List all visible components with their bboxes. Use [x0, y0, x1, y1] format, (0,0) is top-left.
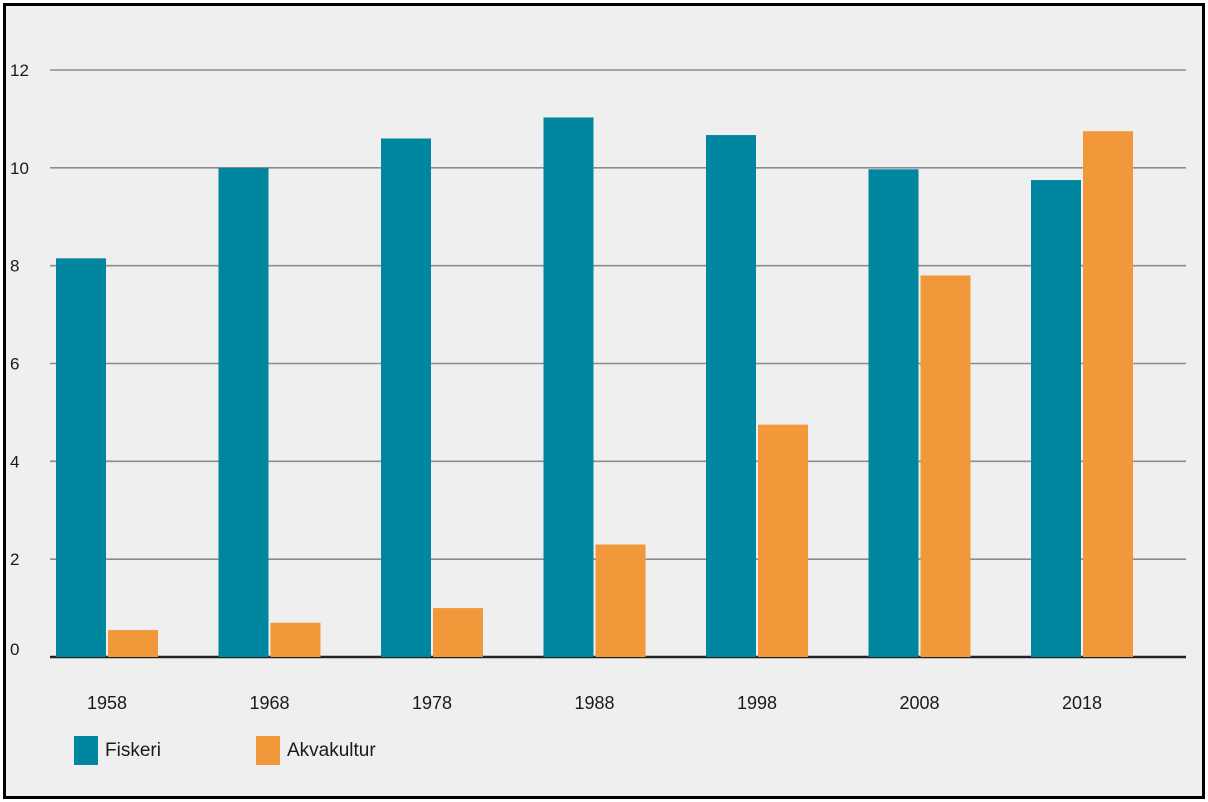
- y-tick-label: 2: [10, 550, 19, 569]
- bar-akvakultur-2008: [920, 275, 971, 657]
- legend-label-fiskeri: Fiskeri: [105, 740, 161, 761]
- x-tick-label: 2008: [899, 693, 939, 713]
- y-tick-label: 10: [10, 159, 29, 178]
- bar-fiskeri-1978: [381, 138, 431, 657]
- x-tick-label: 1998: [737, 693, 777, 713]
- y-tick-label: 0: [10, 640, 19, 659]
- legend: Fiskeri Akvakultur: [74, 736, 376, 765]
- bar-akvakultur-1988: [595, 544, 646, 657]
- bars: [56, 117, 1133, 658]
- bar-akvakultur-1978: [433, 608, 483, 657]
- x-tick-label: 2018: [1062, 693, 1102, 713]
- bar-akvakultur-1968: [270, 622, 321, 657]
- bar-chart: 0 2 4 6 8 10 12 1958 1968 1978 1988 1998 2008 2018 F…: [10, 61, 1186, 765]
- bar-fiskeri-1968: [218, 167, 269, 658]
- x-tick-label: 1988: [574, 693, 614, 713]
- chart-frame: 0 2 4 6 8 10 12 1958 1968 1978 1988 1998 2008 2018 F…: [3, 3, 1205, 799]
- y-tick-label: 8: [10, 257, 19, 276]
- y-tick-label: 4: [10, 452, 19, 471]
- y-tick-label: 12: [10, 61, 29, 80]
- bar-akvakultur-2018: [1083, 131, 1133, 657]
- x-tick-label: 1978: [412, 693, 452, 713]
- bar-fiskeri-2008: [868, 169, 919, 657]
- legend-label-akvakultur: Akvakultur: [287, 740, 376, 761]
- legend-swatch-akvakultur: [256, 736, 280, 765]
- bar-fiskeri-1958: [56, 258, 106, 657]
- bar-akvakultur-1958: [108, 630, 158, 657]
- x-axis-ticks: 1958 1968 1978 1988 1998 2008 2018: [87, 693, 1102, 713]
- bar-fiskeri-1998: [706, 135, 756, 657]
- bar-fiskeri-2018: [1031, 180, 1081, 657]
- x-tick-label: 1968: [249, 693, 289, 713]
- legend-swatch-fiskeri: [74, 736, 98, 765]
- x-tick-label: 1958: [87, 693, 127, 713]
- bar-akvakultur-1998: [758, 424, 808, 657]
- y-tick-label: 6: [10, 355, 19, 374]
- bar-fiskeri-1988: [543, 117, 594, 658]
- y-axis-ticks: 0 2 4 6 8 10 12: [10, 61, 29, 659]
